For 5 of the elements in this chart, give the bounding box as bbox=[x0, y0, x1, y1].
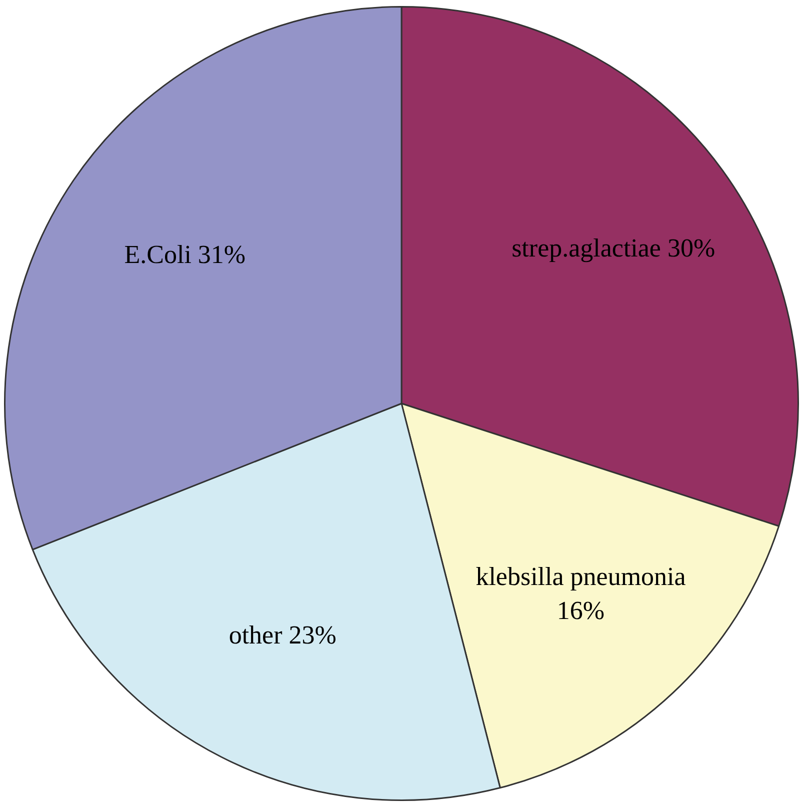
slice-label: klebsilla pneumonia bbox=[476, 562, 686, 592]
slice-label: other 23% bbox=[228, 620, 336, 650]
slice-label: strep.aglactiae 30% bbox=[512, 233, 716, 262]
slice-label: E.Coli 31% bbox=[124, 240, 246, 270]
data-label: 16% bbox=[556, 596, 605, 626]
